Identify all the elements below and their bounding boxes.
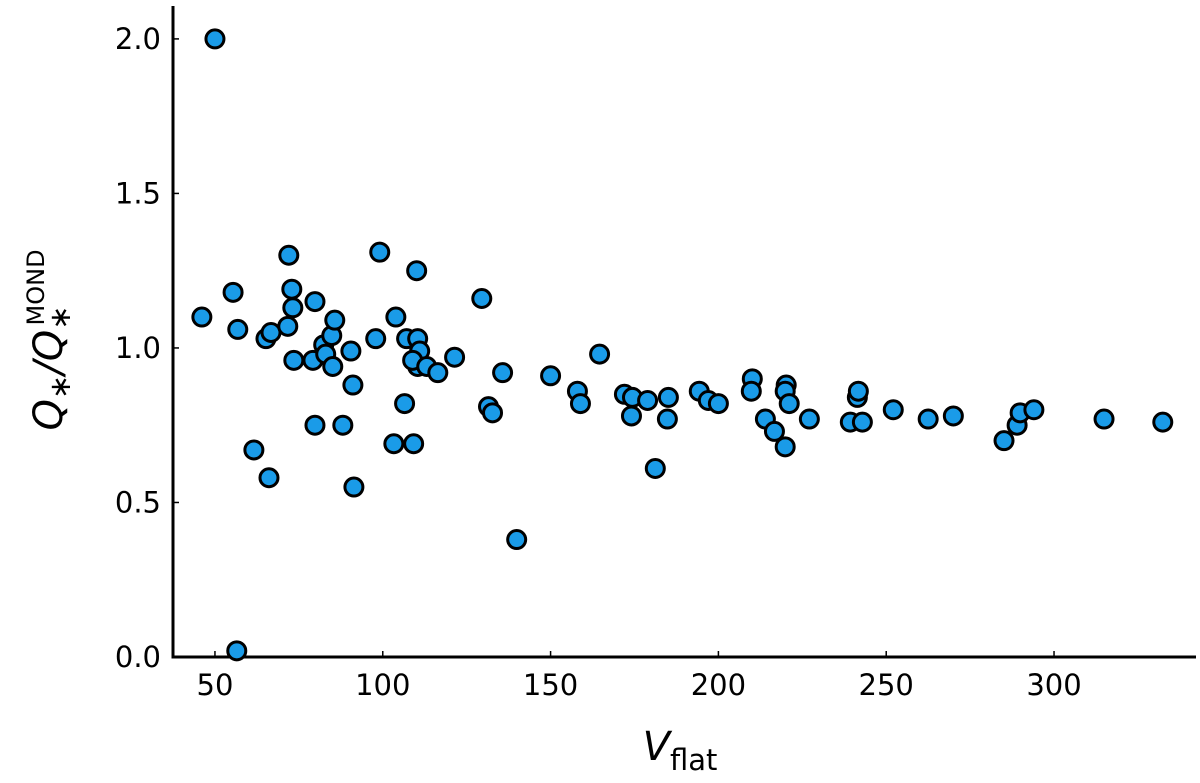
- point: [798, 408, 820, 430]
- y-label-sep: /Q: [26, 330, 72, 378]
- point: [282, 297, 304, 319]
- point: [482, 402, 504, 424]
- x-label-main: V: [643, 724, 673, 770]
- point: [444, 346, 466, 368]
- y-label-sub2: ∗: [43, 305, 77, 329]
- x-tick-label: 300: [1026, 668, 1081, 702]
- point: [278, 244, 300, 266]
- point: [342, 374, 364, 396]
- y-tick-label: 0.0: [115, 640, 161, 674]
- point: [324, 309, 346, 331]
- y-tick-label: 1.0: [115, 331, 161, 365]
- point: [620, 405, 642, 427]
- x-tick-label: 100: [355, 668, 410, 702]
- y-label-main: Q: [26, 399, 72, 430]
- point: [406, 260, 428, 282]
- point: [882, 399, 904, 421]
- point: [304, 414, 326, 436]
- point: [222, 281, 244, 303]
- y-label-sup: MOND: [22, 249, 50, 325]
- y-label-sub: ∗: [43, 375, 77, 399]
- point: [204, 28, 226, 50]
- point: [383, 433, 405, 455]
- point: [227, 318, 249, 340]
- point: [644, 457, 666, 479]
- point: [226, 640, 248, 662]
- point: [258, 467, 280, 489]
- point: [656, 408, 678, 430]
- point: [917, 408, 939, 430]
- point: [283, 349, 305, 371]
- point: [1152, 411, 1174, 433]
- point: [365, 328, 387, 350]
- point: [657, 386, 679, 408]
- y-tick-label: 0.5: [115, 485, 161, 519]
- x-label-sub: flat: [670, 743, 717, 777]
- point: [1093, 408, 1115, 430]
- point: [403, 433, 425, 455]
- point: [774, 436, 796, 458]
- point: [340, 340, 362, 362]
- point: [322, 355, 344, 377]
- point: [369, 241, 391, 263]
- point: [589, 343, 611, 365]
- point: [304, 291, 326, 313]
- point: [993, 430, 1015, 452]
- point: [281, 278, 303, 300]
- point: [1023, 399, 1045, 421]
- point: [763, 420, 785, 442]
- point: [942, 405, 964, 427]
- y-tick-label: 2.0: [115, 22, 161, 56]
- point: [492, 362, 514, 384]
- point: [569, 393, 591, 415]
- x-tick-label: 150: [523, 668, 578, 702]
- point: [506, 529, 528, 551]
- point: [540, 365, 562, 387]
- point: [471, 288, 493, 310]
- point: [740, 380, 762, 402]
- point: [191, 306, 213, 328]
- x-tick-label: 250: [859, 668, 914, 702]
- x-tick-label: 200: [691, 668, 746, 702]
- point: [637, 389, 659, 411]
- point: [277, 315, 299, 337]
- point: [243, 439, 265, 461]
- x-axis-label: Vflat: [643, 724, 718, 777]
- point: [385, 306, 407, 328]
- point: [851, 411, 873, 433]
- y-axis-label: Q∗/Q∗MOND: [22, 249, 77, 430]
- point: [332, 414, 354, 436]
- y-tick-label: 1.5: [115, 176, 161, 210]
- point: [427, 362, 449, 384]
- point: [343, 476, 365, 498]
- point: [847, 380, 869, 402]
- point: [394, 393, 416, 415]
- point: [778, 393, 800, 415]
- point: [707, 393, 729, 415]
- x-tick-label: 50: [197, 668, 234, 702]
